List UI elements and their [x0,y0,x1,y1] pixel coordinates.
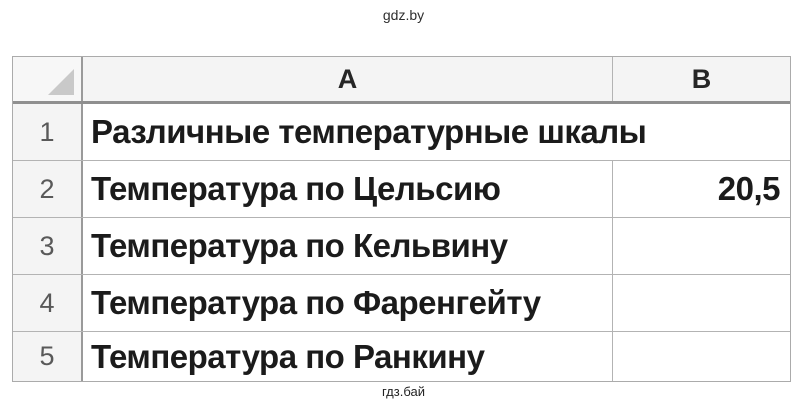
cell-a4[interactable]: Температура по Фаренгейту [83,275,613,331]
cell-a5[interactable]: Температура по Ранкину [83,332,613,381]
row-header-4[interactable]: 4 [13,275,83,331]
row-header-1[interactable]: 1 [13,104,83,160]
select-all-triangle-icon [48,69,74,95]
table-row: 1 Различные температурные шкалы [13,104,790,161]
cell-a2[interactable]: Температура по Цельсию [83,161,613,217]
row-header-2[interactable]: 2 [13,161,83,217]
table-row: 4 Температура по Фаренгейту [13,275,790,332]
column-header-a[interactable]: A [83,57,613,101]
row-header-3[interactable]: 3 [13,218,83,274]
cell-b3[interactable] [613,218,790,274]
column-header-b[interactable]: B [691,63,712,94]
watermark-bottom: гдз.бай [382,384,425,399]
table-row: 5 Температура по Ранкину [13,332,790,381]
cell-b4[interactable] [613,275,790,331]
cell-b2[interactable]: 20,5 [717,170,781,207]
cell-a1[interactable]: Различные температурные шкалы [91,113,647,150]
column-header-row: A B [13,57,790,104]
table-row: 2 Температура по Цельсию 20,5 [13,161,790,218]
cell-b5[interactable] [613,332,790,381]
row-header-5[interactable]: 5 [13,332,83,381]
watermark-top: gdz.by [382,7,425,23]
table-row: 3 Температура по Кельвину [13,218,790,275]
cell-a3[interactable]: Температура по Кельвину [83,218,613,274]
select-all-corner[interactable] [13,57,83,101]
spreadsheet: A B 1 Различные температурные шкалы 2 Те… [12,56,791,382]
